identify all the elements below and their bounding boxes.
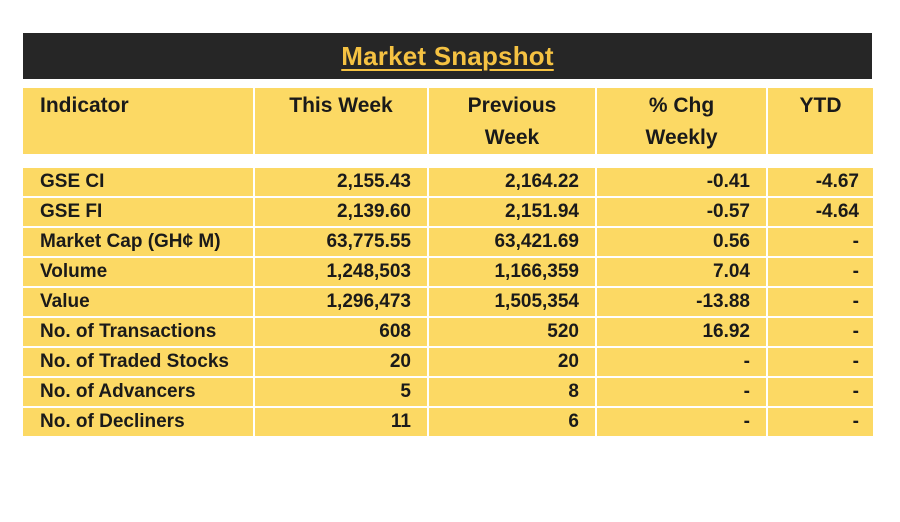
column-header-ytd: YTD bbox=[767, 88, 873, 156]
column-header-previous-week-label: Previous Week bbox=[467, 94, 557, 149]
cell-previous-week: 20 bbox=[428, 348, 596, 378]
cell-previous-week: 63,421.69 bbox=[428, 228, 596, 258]
cell-this-week: 20 bbox=[254, 348, 428, 378]
cell-ytd: - bbox=[767, 228, 873, 258]
table-row: Volume 1,248,503 1,166,359 7.04- bbox=[23, 258, 873, 288]
table-body: GSE CI 2,155.43 2,164.22 -0.41 -4.67 GSE FI 2,… bbox=[23, 168, 873, 438]
header-spacer-cell bbox=[23, 156, 873, 168]
cell-this-week: 11 bbox=[254, 408, 428, 438]
cell-indicator: GSE CI bbox=[23, 168, 254, 198]
cell-this-week: 63,775.55 bbox=[254, 228, 428, 258]
cell-this-week: 2,155.43 bbox=[254, 168, 428, 198]
cell-indicator: Value bbox=[23, 288, 254, 318]
cell-this-week: 1,296,473 bbox=[254, 288, 428, 318]
cell-previous-week: 2,151.94 bbox=[428, 198, 596, 228]
cell-previous-week: 8 bbox=[428, 378, 596, 408]
column-header-pct-chg-weekly: % Chg Weekly bbox=[596, 88, 767, 156]
page-title: Market Snapshot bbox=[341, 40, 554, 71]
cell-this-week: 608 bbox=[254, 318, 428, 348]
cell-this-week: 2,139.60 bbox=[254, 198, 428, 228]
cell-pct-chg-weekly: - bbox=[596, 348, 767, 378]
header-spacer bbox=[23, 156, 873, 168]
cell-indicator: Volume bbox=[23, 258, 254, 288]
cell-this-week: 1,248,503 bbox=[254, 258, 428, 288]
cell-pct-chg-weekly: 16.92 bbox=[596, 318, 767, 348]
cell-previous-week: 6 bbox=[428, 408, 596, 438]
cell-ytd: -4.67 bbox=[767, 168, 873, 198]
table-row: No. of Traded Stocks 20 20- - bbox=[23, 348, 873, 378]
cell-ytd: - bbox=[767, 378, 873, 408]
table-row: Market Cap (GH¢ M) 63,775.55 63,421.69 0.56… bbox=[23, 228, 873, 258]
table-row: GSE FI 2,139.60 2,151.94 -0.57 -4.64 bbox=[23, 198, 873, 228]
cell-pct-chg-weekly: -0.41 bbox=[596, 168, 767, 198]
cell-previous-week: 1,505,354 bbox=[428, 288, 596, 318]
market-snapshot-table: Indicator This Week Previous Week % Chg … bbox=[23, 88, 873, 438]
cell-ytd: -4.64 bbox=[767, 198, 873, 228]
cell-pct-chg-weekly: 7.04 bbox=[596, 258, 767, 288]
column-header-pct-chg-weekly-label: % Chg Weekly bbox=[645, 94, 718, 149]
cell-indicator: GSE FI bbox=[23, 198, 254, 228]
table-row: Value 1,296,473 1,505,354 -13.88- bbox=[23, 288, 873, 318]
cell-pct-chg-weekly: - bbox=[596, 378, 767, 408]
cell-this-week: 5 bbox=[254, 378, 428, 408]
column-header-this-week: This Week bbox=[254, 88, 428, 156]
cell-ytd: - bbox=[767, 288, 873, 318]
cell-pct-chg-weekly: -13.88 bbox=[596, 288, 767, 318]
cell-pct-chg-weekly: - bbox=[596, 408, 767, 438]
cell-indicator: No. of Transactions bbox=[23, 318, 254, 348]
title-bar: Market Snapshot bbox=[23, 33, 872, 79]
cell-pct-chg-weekly: -0.57 bbox=[596, 198, 767, 228]
cell-indicator: No. of Advancers bbox=[23, 378, 254, 408]
table-header: Indicator This Week Previous Week % Chg … bbox=[23, 88, 873, 156]
cell-indicator: No. of Traded Stocks bbox=[23, 348, 254, 378]
cell-indicator: No. of Decliners bbox=[23, 408, 254, 438]
cell-previous-week: 1,166,359 bbox=[428, 258, 596, 288]
table-row: No. of Decliners 11 6- - bbox=[23, 408, 873, 438]
table-row: No. of Advancers 5 8- - bbox=[23, 378, 873, 408]
cell-previous-week: 520 bbox=[428, 318, 596, 348]
cell-pct-chg-weekly: 0.56 bbox=[596, 228, 767, 258]
cell-ytd: - bbox=[767, 318, 873, 348]
cell-previous-week: 2,164.22 bbox=[428, 168, 596, 198]
column-header-indicator: Indicator bbox=[23, 88, 254, 156]
header-row: Indicator This Week Previous Week % Chg … bbox=[23, 88, 873, 156]
cell-ytd: - bbox=[767, 348, 873, 378]
cell-ytd: - bbox=[767, 408, 873, 438]
table-row: No. of Transactions 608 520 16.92- bbox=[23, 318, 873, 348]
column-header-previous-week: Previous Week bbox=[428, 88, 596, 156]
table-row: GSE CI 2,155.43 2,164.22 -0.41 -4.67 bbox=[23, 168, 873, 198]
cell-ytd: - bbox=[767, 258, 873, 288]
cell-indicator: Market Cap (GH¢ M) bbox=[23, 228, 254, 258]
